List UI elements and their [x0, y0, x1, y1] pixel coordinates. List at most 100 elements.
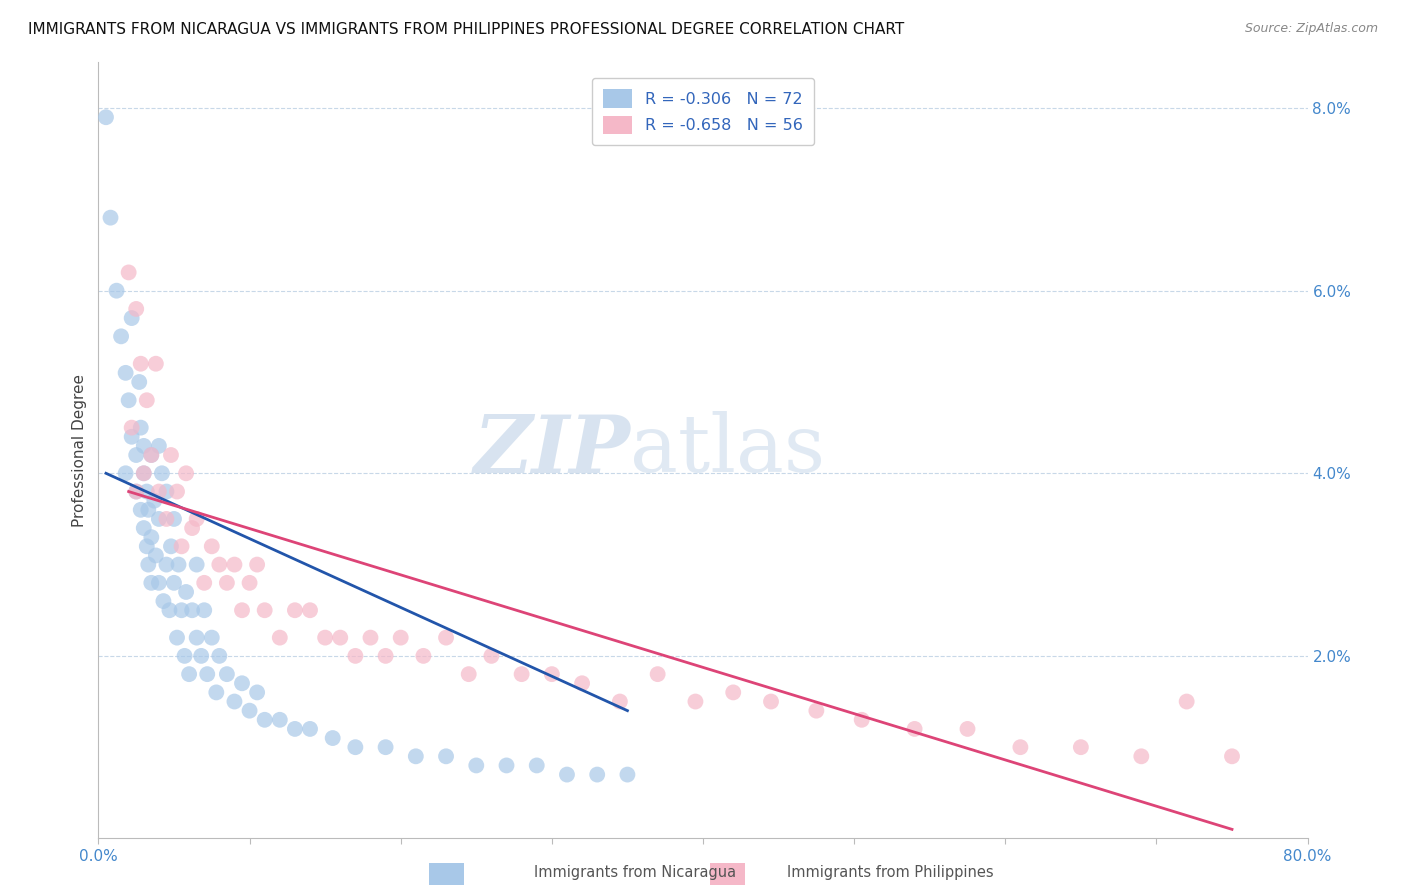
Point: [136, 558, 159, 572]
Point: [125, 484, 148, 499]
Point: [166, 484, 188, 499]
Point: [145, 549, 167, 563]
Point: [231, 603, 253, 617]
Point: [215, 575, 238, 590]
Point: [299, 722, 322, 736]
Point: [170, 539, 193, 553]
Point: [163, 512, 186, 526]
Point: [1175, 694, 1198, 708]
Text: ZIP: ZIP: [474, 412, 630, 489]
Point: [284, 722, 307, 736]
Point: [571, 676, 593, 690]
Point: [121, 420, 143, 434]
Point: [284, 603, 307, 617]
Point: [374, 648, 396, 663]
Point: [143, 493, 166, 508]
Point: [246, 685, 269, 699]
Point: [201, 631, 224, 645]
Point: [434, 749, 457, 764]
Point: [1130, 749, 1153, 764]
Point: [609, 694, 631, 708]
Point: [186, 631, 208, 645]
Point: [224, 558, 246, 572]
Point: [239, 704, 262, 718]
Point: [94, 110, 117, 124]
Point: [344, 740, 367, 755]
Point: [141, 575, 163, 590]
Point: [118, 393, 141, 408]
Point: [152, 594, 174, 608]
Legend: R = -0.306   N = 72, R = -0.658   N = 56: R = -0.306 N = 72, R = -0.658 N = 56: [592, 78, 814, 145]
Point: [616, 767, 638, 781]
Point: [465, 758, 488, 772]
Point: [145, 357, 167, 371]
Point: [132, 467, 155, 481]
Point: [205, 685, 228, 699]
Point: [181, 603, 204, 617]
Point: [1010, 740, 1032, 755]
Point: [135, 539, 157, 553]
Point: [314, 631, 336, 645]
Text: Immigrants from Nicaragua: Immigrants from Nicaragua: [534, 865, 737, 880]
Point: [100, 211, 122, 225]
Point: [329, 631, 352, 645]
Point: [231, 676, 253, 690]
Point: [114, 366, 136, 380]
Point: [186, 512, 208, 526]
Point: [481, 648, 503, 663]
Point: [118, 265, 141, 279]
Point: [269, 713, 291, 727]
Point: [253, 603, 276, 617]
Point: [186, 558, 208, 572]
Point: [141, 448, 163, 462]
Text: IMMIGRANTS FROM NICARAGUA VS IMMIGRANTS FROM PHILIPPINES PROFESSIONAL DEGREE COR: IMMIGRANTS FROM NICARAGUA VS IMMIGRANTS …: [28, 22, 904, 37]
Point: [181, 521, 204, 535]
Point: [1220, 749, 1243, 764]
Point: [148, 484, 170, 499]
Point: [163, 575, 186, 590]
Text: atlas: atlas: [630, 411, 825, 490]
Point: [723, 685, 745, 699]
Point: [105, 284, 128, 298]
Point: [208, 558, 231, 572]
Point: [129, 420, 152, 434]
Point: [114, 467, 136, 481]
Point: [904, 722, 927, 736]
Point: [360, 631, 382, 645]
Point: [253, 713, 276, 727]
Point: [160, 539, 183, 553]
Point: [125, 301, 148, 316]
Point: [141, 448, 163, 462]
Point: [322, 731, 344, 745]
Point: [647, 667, 669, 681]
Point: [555, 767, 578, 781]
Point: [193, 575, 215, 590]
Point: [155, 484, 177, 499]
Text: Immigrants from Philippines: Immigrants from Philippines: [787, 865, 994, 880]
Point: [806, 704, 828, 718]
Point: [201, 539, 224, 553]
Point: [160, 448, 183, 462]
Point: [405, 749, 427, 764]
Point: [208, 648, 231, 663]
Point: [173, 648, 195, 663]
Point: [540, 667, 562, 681]
Point: [170, 603, 193, 617]
Point: [148, 575, 170, 590]
Point: [526, 758, 548, 772]
Point: [685, 694, 707, 708]
Point: [128, 375, 150, 389]
Point: [148, 439, 170, 453]
Point: [125, 484, 148, 499]
Point: [125, 448, 148, 462]
Point: [190, 648, 212, 663]
Point: [166, 631, 188, 645]
Point: [1070, 740, 1092, 755]
Point: [174, 467, 197, 481]
Point: [110, 329, 132, 343]
Point: [224, 694, 246, 708]
Point: [141, 530, 163, 544]
Point: [150, 467, 173, 481]
Point: [299, 603, 322, 617]
Point: [239, 575, 262, 590]
